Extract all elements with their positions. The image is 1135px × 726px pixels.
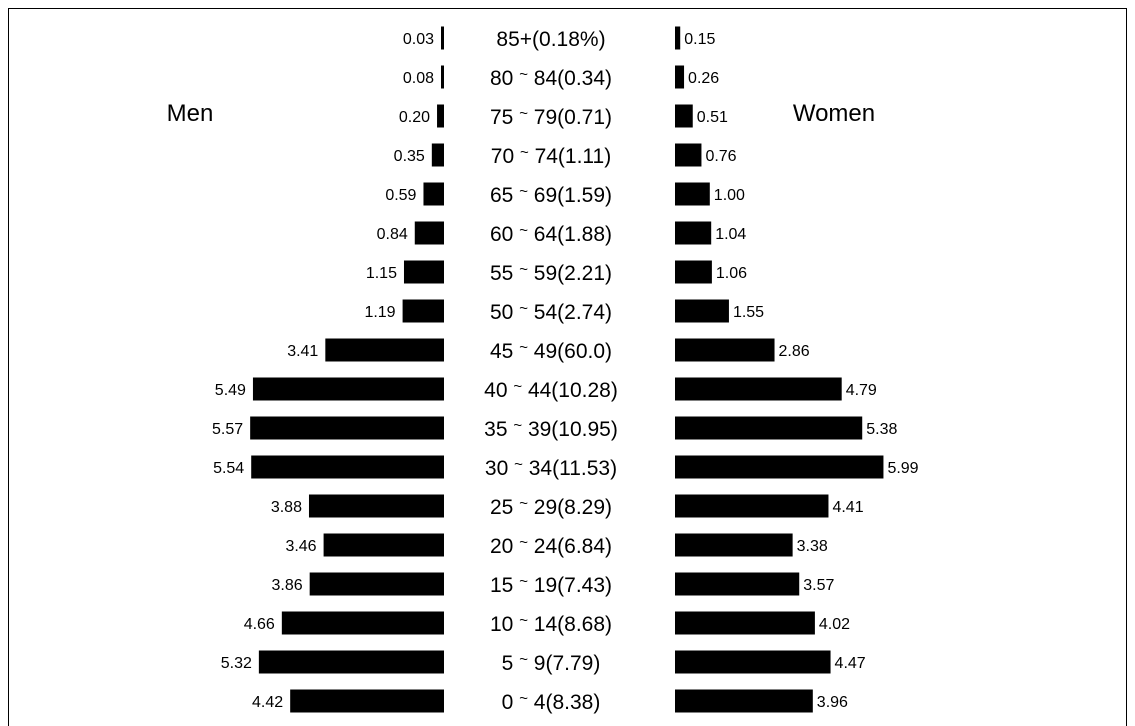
women-value-label: 1.04	[715, 226, 746, 243]
women-value-label: 0.26	[688, 70, 719, 87]
women-value-label: 5.99	[887, 460, 918, 477]
women-value-label: 4.47	[835, 655, 866, 672]
men-bar	[281, 611, 444, 635]
men-bar	[431, 143, 444, 167]
women-bar	[675, 260, 712, 284]
women-value-label: 4.41	[832, 499, 863, 516]
men-bar	[258, 650, 444, 674]
women-bar	[675, 65, 685, 89]
men-value-label: 0.59	[385, 187, 416, 204]
age-group-label: 15 ~ 19(7.43)	[490, 573, 612, 597]
women-bar	[675, 143, 702, 167]
age-group-label: 80 ~ 84(0.34)	[490, 66, 612, 90]
men-bar	[308, 494, 444, 518]
women-bar	[675, 494, 829, 518]
men-bar	[290, 689, 444, 713]
men-bar	[423, 182, 444, 206]
women-side-label: Women	[793, 100, 875, 127]
men-bar	[414, 221, 444, 245]
age-group-label: 0 ~ 4(8.38)	[502, 690, 601, 714]
age-group-label: 45 ~ 49(60.0)	[490, 339, 612, 363]
men-value-label: 3.88	[271, 499, 302, 516]
women-bar	[675, 416, 863, 440]
age-group-label: 25 ~ 29(8.29)	[490, 495, 612, 519]
men-bar	[403, 260, 444, 284]
women-bar	[675, 455, 884, 479]
men-bar	[437, 104, 444, 128]
men-value-label: 0.20	[399, 109, 430, 126]
age-group-label: 40 ~ 44(10.28)	[484, 378, 618, 402]
women-value-label: 0.51	[697, 109, 728, 126]
women-bar	[675, 533, 793, 557]
women-value-label: 1.06	[716, 265, 747, 282]
men-value-label: 4.42	[252, 694, 283, 711]
age-group-label: 60 ~ 64(1.88)	[490, 222, 612, 246]
women-value-label: 0.76	[705, 148, 736, 165]
women-value-label: 1.55	[733, 304, 764, 321]
women-bar	[675, 26, 681, 50]
men-bar	[323, 533, 444, 557]
men-value-label: 3.46	[285, 538, 316, 555]
men-value-label: 3.86	[272, 577, 303, 594]
men-value-label: 4.66	[244, 616, 275, 633]
men-value-label: 1.19	[364, 304, 395, 321]
age-group-label: 30 ~ 34(11.53)	[485, 456, 617, 480]
men-value-label: 0.08	[403, 70, 434, 87]
age-group-label: 50 ~ 54(2.74)	[490, 300, 612, 324]
women-value-label: 1.00	[714, 187, 745, 204]
women-value-label: 4.02	[819, 616, 850, 633]
men-value-label: 5.32	[221, 655, 252, 672]
age-group-label: 70 ~ 74(1.11)	[491, 144, 611, 168]
age-group-label: 65 ~ 69(1.59)	[490, 183, 612, 207]
women-value-label: 5.38	[866, 421, 897, 438]
women-bar	[675, 689, 813, 713]
women-bar	[675, 572, 800, 596]
men-bar	[325, 338, 444, 362]
men-value-label: 5.54	[213, 460, 244, 477]
men-value-label: 0.03	[403, 31, 434, 48]
women-value-label: 3.57	[803, 577, 834, 594]
men-value-label: 0.35	[394, 148, 425, 165]
women-bar	[675, 611, 815, 635]
women-bar	[675, 182, 710, 206]
age-group-label: 10 ~ 14(8.68)	[490, 612, 612, 636]
men-value-label: 3.41	[287, 343, 318, 360]
women-value-label: 2.86	[779, 343, 810, 360]
men-value-label: 1.15	[366, 265, 397, 282]
men-value-label: 5.49	[215, 382, 246, 399]
age-group-label: 20 ~ 24(6.84)	[490, 534, 612, 558]
men-value-label: 5.57	[212, 421, 243, 438]
men-bar	[402, 299, 444, 323]
age-group-label: 5 ~ 9(7.79)	[502, 651, 601, 675]
men-bar	[441, 26, 444, 50]
chart-frame	[8, 8, 1127, 726]
women-bar	[675, 650, 831, 674]
age-group-label: 75 ~ 79(0.71)	[490, 105, 612, 129]
age-group-label: 85+(0.18%)	[496, 28, 605, 51]
women-value-label: 4.79	[846, 382, 877, 399]
women-value-label: 3.96	[817, 694, 848, 711]
women-bar	[675, 299, 729, 323]
women-value-label: 3.38	[797, 538, 828, 555]
age-group-label: 55 ~ 59(2.21)	[490, 261, 612, 285]
men-value-label: 0.84	[377, 226, 408, 243]
women-bar	[675, 104, 693, 128]
men-bar	[250, 416, 444, 440]
age-group-label: 35 ~ 39(10.95)	[484, 417, 618, 441]
men-side-label: Men	[167, 100, 214, 127]
women-bar	[675, 377, 842, 401]
men-bar	[252, 377, 444, 401]
men-bar	[251, 455, 444, 479]
men-bar	[441, 65, 444, 89]
men-bar	[309, 572, 444, 596]
women-bar	[675, 221, 712, 245]
women-value-label: 0.15	[684, 31, 715, 48]
women-bar	[675, 338, 775, 362]
